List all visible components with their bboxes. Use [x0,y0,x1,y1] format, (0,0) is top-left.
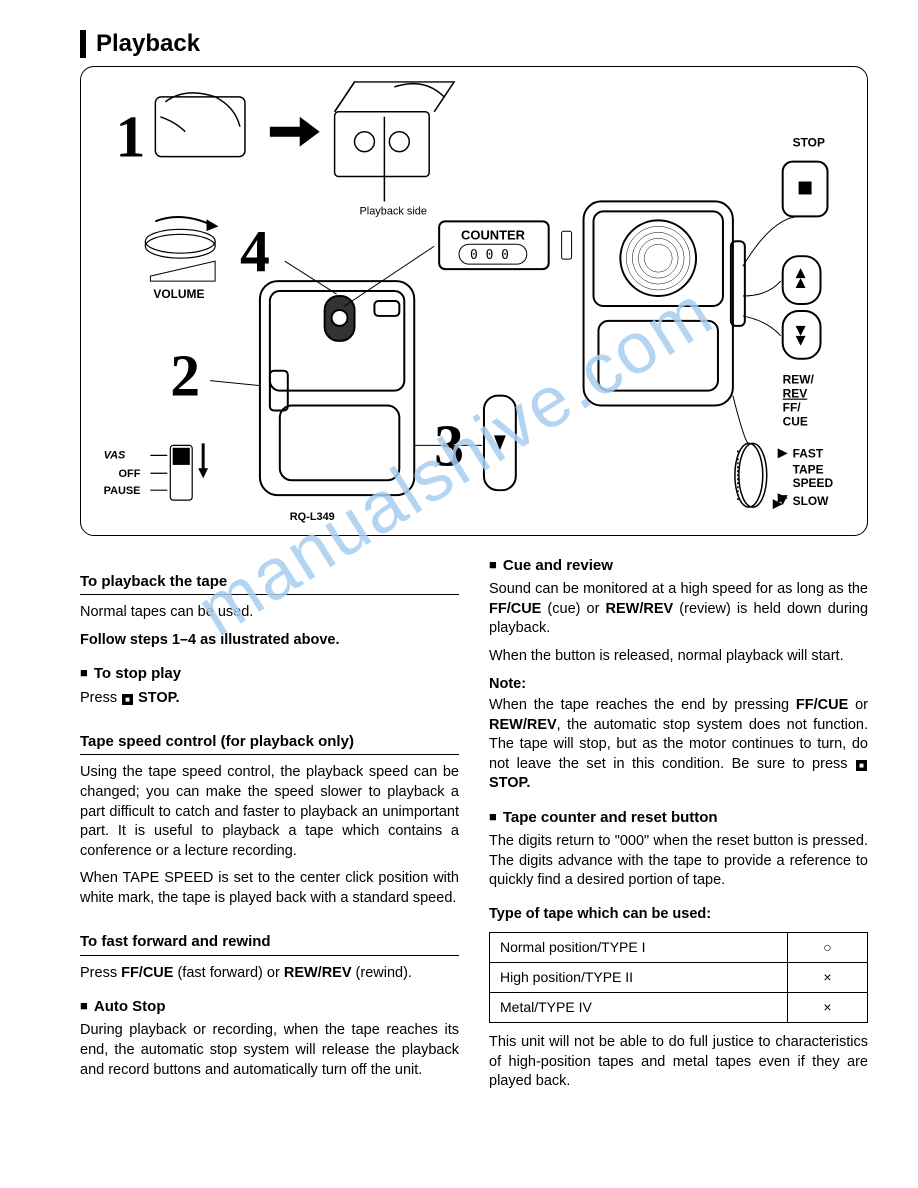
rew-label: REW/ [783,373,815,387]
vas-label: VAS [104,449,126,461]
h-tape-type: Type of tape which can be used: [489,905,868,925]
content-columns: To playback the tape Normal tapes can be… [80,556,868,1100]
right-column: Cue and review Sound can be monitored at… [489,556,868,1100]
model-label: RQ-L349 [290,511,335,523]
diagram-svg: 1 Playback side VOLUME 4 COUNTER 0 0 0 [81,67,867,535]
table-row: Metal/TYPE IV× [490,993,868,1023]
table-row: Normal position/TYPE I○ [490,933,868,963]
note-label: Note: [489,675,868,695]
p-ff-rewind: Press FF/CUE (fast forward) or REW/REV (… [80,964,459,984]
p-press-stop: Press ■ STOP. [80,689,459,709]
slow-label: SLOW [793,494,830,508]
step-2-num: 2 [170,343,200,409]
p-normal-tapes: Normal tapes can be used. [80,603,459,623]
playback-diagram: 1 Playback side VOLUME 4 COUNTER 0 0 0 [80,66,868,536]
rev-label: REV [783,387,808,401]
fast-label: FAST [793,446,824,460]
speed-label: SPEED [793,476,834,490]
h-stop-play: To stop play [80,664,459,684]
table-row: High position/TYPE II× [490,963,868,993]
h-counter: Tape counter and reset button [489,808,868,828]
playback-side-label: Playback side [359,205,426,217]
h-cue-review: Cue and review [489,556,868,576]
step-1-num: 1 [116,104,146,170]
stop-icon: ■ [122,694,133,705]
counter-value: 0 0 0 [470,248,509,263]
p-note: When the tape reaches the end by pressin… [489,696,868,794]
stop-icon-2: ■ [856,760,867,771]
p-auto-stop: During playback or recording, when the t… [80,1021,459,1080]
p-cue-1: Sound can be monitored at a high speed f… [489,580,868,639]
step-4-num: 4 [240,218,270,284]
pause-label: PAUSE [104,485,141,497]
p-follow-steps: Follow steps 1–4 as illustrated above. [80,631,459,651]
h-ff-rewind: To fast forward and rewind [80,932,459,955]
p-speed-2: When TAPE SPEED is set to the center cli… [80,869,459,908]
stop-label: STOP [793,136,825,150]
p-counter: The digits return to "000" when the rese… [489,832,868,891]
h-auto-stop: Auto Stop [80,997,459,1017]
tape-label: TAPE [793,462,824,476]
tape-type-table: Normal position/TYPE I○ High position/TY… [489,932,868,1023]
cue-label: CUE [783,414,808,428]
p-speed-1: Using the tape speed control, the playba… [80,763,459,861]
counter-label: COUNTER [461,227,526,242]
page-title: Playback [80,30,868,58]
arrow-right-icon [270,117,320,147]
off-label: OFF [119,468,141,480]
ff-label: FF/ [783,401,802,415]
p-cue-2: When the button is released, normal play… [489,647,868,667]
h-tape-speed: Tape speed control (for playback only) [80,732,459,755]
p-tape-note: This unit will not be able to do full ju… [489,1033,868,1092]
h-playback-tape: To playback the tape [80,572,459,595]
volume-label: VOLUME [153,287,204,301]
left-column: To playback the tape Normal tapes can be… [80,556,459,1100]
